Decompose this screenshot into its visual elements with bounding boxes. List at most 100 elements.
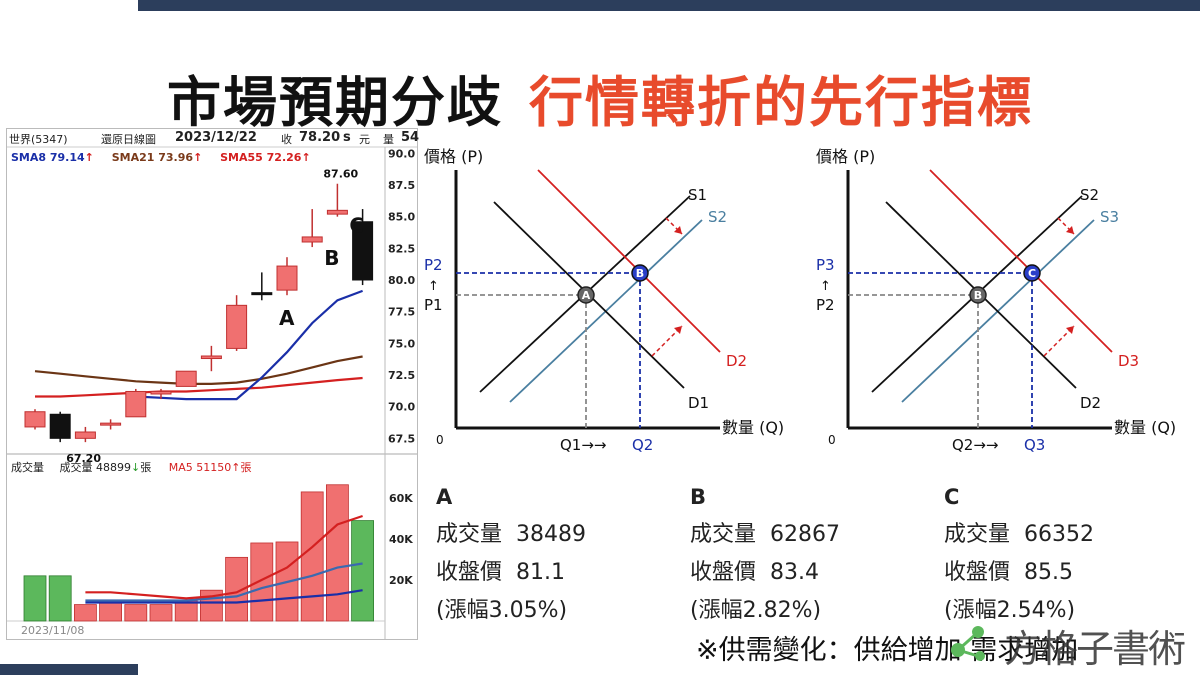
- equilibrium-new-point: [1023, 264, 1041, 282]
- equilibrium-old-label: A: [582, 289, 591, 302]
- page-title: 市場預期分歧 行情轉折的先行指標: [0, 58, 1200, 137]
- candle-body: [200, 355, 222, 360]
- origin-label: 0: [828, 433, 836, 447]
- candle-body: [326, 209, 348, 215]
- price-tick-label: 75.0: [388, 337, 415, 350]
- price-new-label: P2: [424, 256, 443, 274]
- equilibrium-new-point: [631, 264, 649, 282]
- sma8-line: [135, 289, 363, 401]
- info-close-label: 收盤價: [944, 560, 1011, 585]
- volume-tick-label: 20K: [389, 574, 413, 587]
- volume-legend: 成交量 成交量 48899↓張 MA5 51150↑張: [11, 459, 251, 475]
- candle-body: [251, 292, 273, 296]
- volume-bar: [149, 604, 173, 622]
- bottom-accent-bar: [0, 664, 138, 675]
- candle-body: [150, 390, 172, 395]
- info-change: (漲幅3.05%): [436, 598, 568, 623]
- price-tick-label: 85.0: [388, 211, 415, 224]
- price-old-label: P2: [816, 296, 835, 314]
- equilibrium-old-point: [577, 286, 595, 304]
- top-accent-bar: [138, 0, 1200, 11]
- info-block-b: B 成交量 62867 收盤價 83.4 (漲幅2.82%): [690, 478, 840, 630]
- supply-demand-note: ※供需變化：供給增加 需求增加: [696, 635, 1079, 666]
- supply-shift-arrowhead: [1066, 226, 1074, 234]
- volume-unit: 張: [140, 461, 152, 474]
- price-tick-label: 90.0: [388, 147, 415, 160]
- volume-ma-blue: [85, 562, 363, 602]
- info-key: A: [436, 485, 453, 509]
- supply-demand-panel: 價格 (P) 數量 (Q) 0 A B S1 S2 D1 D2 P2 ↑ P1 Q1→→ Q2 價格 (P)…: [420, 130, 1200, 460]
- candle-body: [276, 265, 298, 291]
- stock-chart-panel: 世界(5347) 還原日線圖 2023/12/22 收 78.20 s 元 量 …: [6, 128, 419, 640]
- price-tick-label: 72.5: [388, 369, 415, 382]
- sma55-line: [35, 376, 363, 398]
- demand-shift-arrowhead: [1066, 326, 1074, 334]
- price-arrow: ↑: [820, 279, 831, 294]
- candle-body: [125, 390, 147, 418]
- sma55-label: SMA55 72.26: [220, 151, 302, 164]
- stock-name: 世界(5347): [9, 133, 68, 146]
- origin-label: 0: [436, 433, 444, 447]
- info-vol-label: 成交量: [690, 522, 757, 547]
- sma21-line: [34, 355, 363, 385]
- demand-new-label: D2: [726, 352, 747, 370]
- candle-body: [175, 370, 197, 387]
- ma5-label: MA5 51150: [168, 461, 232, 474]
- volume-arrow: ↓: [131, 461, 141, 474]
- marker-c: C: [349, 214, 364, 238]
- supply-shift-arrowhead: [674, 226, 682, 234]
- demand-new-line: [537, 169, 721, 353]
- candle-body: [301, 236, 323, 243]
- chart-mode: 還原日線圖: [101, 133, 156, 146]
- stock-header: 世界(5347) 還原日線圖 2023/12/22 收 78.20 s 元 量 …: [9, 130, 419, 147]
- title-part2: 行情轉折的先行指標: [529, 71, 1033, 134]
- volume-bar: [351, 520, 375, 622]
- info-change: (漲幅2.82%): [690, 598, 822, 623]
- close-unit-s: s: [343, 130, 351, 145]
- volume-label: 量: [383, 133, 394, 146]
- candle-body: [352, 221, 374, 281]
- volume-bar: [300, 491, 324, 622]
- info-key: C: [944, 485, 960, 509]
- quantity-label: Q1→→: [560, 436, 607, 454]
- info-block-c: C 成交量 66352 收盤價 85.5 (漲幅2.54%): [944, 478, 1094, 630]
- demand-shift-arrowhead: [674, 326, 682, 334]
- demand-old-label: D2: [1080, 394, 1101, 412]
- price-tick-label: 82.5: [388, 242, 415, 255]
- supply-shift-arrow: [1057, 217, 1075, 235]
- price-tick-label: 87.5: [388, 179, 415, 192]
- candle-body: [49, 413, 71, 439]
- info-vol: 62867: [770, 522, 841, 547]
- info-vol-label: 成交量: [944, 522, 1011, 547]
- supply-old-label: S1: [688, 186, 707, 204]
- supply-new-label: S2: [708, 208, 727, 226]
- info-close: 85.5: [1024, 560, 1073, 585]
- close-label: 收: [281, 133, 292, 146]
- info-key: B: [690, 485, 707, 509]
- info-vol: 38489: [516, 522, 587, 547]
- volume-tick-label: 40K: [389, 533, 413, 546]
- ma5-unit: 張: [240, 461, 252, 474]
- candle-body: [226, 304, 248, 349]
- demand-old-label: D1: [688, 394, 709, 412]
- sma8-label: SMA8 79.14: [11, 151, 85, 164]
- info-close-label: 收盤價: [436, 560, 503, 585]
- chart-date: 2023/12/22: [175, 130, 257, 145]
- equilibrium-new-label: C: [1028, 267, 1036, 280]
- equilibrium-old-label: B: [974, 289, 982, 302]
- volume-bar: [99, 602, 122, 622]
- quantity-new-label: Q3: [1024, 436, 1045, 454]
- low-label: 67.20: [66, 452, 101, 465]
- demand-new-label: D3: [1118, 352, 1139, 370]
- info-close: 83.4: [770, 560, 819, 585]
- candle-body: [74, 431, 96, 439]
- price-new-label: P3: [816, 256, 835, 274]
- info-vol-label: 成交量: [436, 522, 503, 547]
- sma21-label: SMA21 73.96: [111, 151, 194, 164]
- price-tick-label: 70.0: [388, 401, 415, 414]
- info-close: 81.1: [516, 560, 565, 585]
- volume-bar: [48, 575, 72, 622]
- high-label: 87.60: [323, 168, 358, 181]
- price-tick-label: 67.5: [388, 432, 415, 445]
